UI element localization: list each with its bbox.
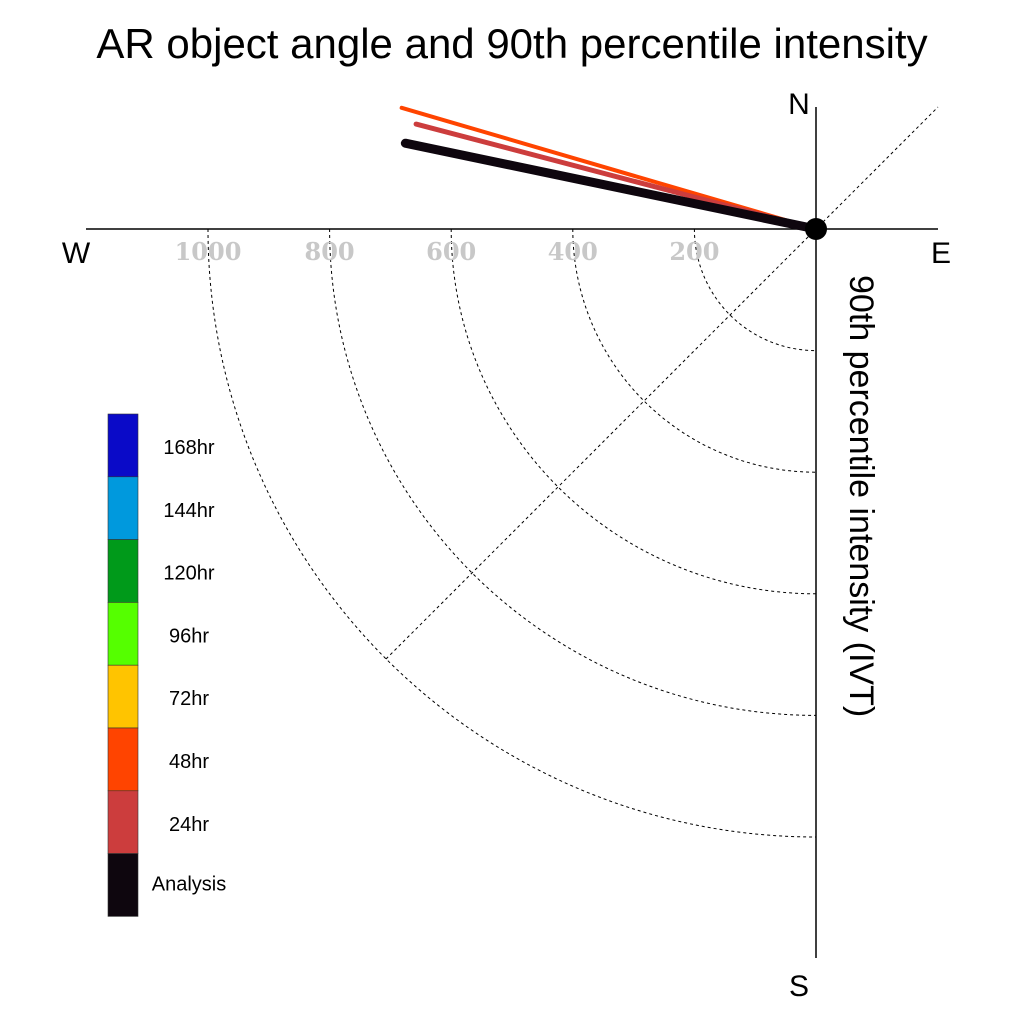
grid-ring-800 — [329, 228, 817, 716]
legend-swatch-168hr — [107, 413, 139, 478]
grid-ring-1000 — [207, 228, 817, 838]
grid-rings — [207, 228, 817, 838]
tick-label-1000: 1000 — [175, 237, 242, 266]
compass-west: W — [62, 237, 91, 270]
legend-label-168hr: 168hr — [163, 437, 214, 459]
legend-label-144hr: 144hr — [163, 500, 214, 522]
tick-label-800: 800 — [305, 237, 355, 266]
grid-ring-600 — [450, 228, 817, 595]
vector-analysis — [400, 138, 821, 234]
legend-label-72hr: 72hr — [169, 688, 209, 710]
legend-swatch-72hr — [107, 664, 139, 729]
legend-label-48hr: 48hr — [169, 751, 209, 773]
origin-dot — [805, 218, 827, 240]
legend-label-24hr: 24hr — [169, 814, 209, 836]
legend-swatch-analysis — [107, 853, 139, 917]
legend-swatch-24hr — [107, 790, 139, 854]
legend-label-96hr: 96hr — [169, 625, 209, 647]
vector-series — [399, 105, 821, 234]
chart-title: AR object angle and 90th percentile inte… — [96, 20, 927, 67]
radial-tick-labels: 200 400 600 800 1000 — [175, 237, 720, 266]
legend: 168hr 144hr 120hr 96hr 72hr 48hr 24hr Analysis — [107, 413, 226, 917]
legend-swatch-48hr — [107, 727, 139, 792]
legend-label-120hr: 120hr — [163, 563, 214, 585]
compass-north: N — [788, 88, 810, 121]
tick-label-400: 400 — [548, 237, 598, 266]
grid-ring-200 — [693, 228, 817, 352]
diagonal-guide — [385, 106, 939, 660]
legend-swatch-144hr — [107, 476, 139, 540]
legend-swatch-96hr — [107, 602, 139, 666]
legend-swatch-120hr — [107, 539, 139, 603]
legend-label-analysis: Analysis — [152, 874, 226, 896]
tick-label-200: 200 — [669, 237, 719, 266]
grid-ring-400 — [572, 228, 817, 473]
compass-east: E — [931, 237, 951, 270]
y-axis-label: 90th percentile intensity (IVT) — [842, 275, 880, 717]
compass-south: S — [789, 970, 809, 1003]
tick-label-600: 600 — [426, 237, 476, 266]
